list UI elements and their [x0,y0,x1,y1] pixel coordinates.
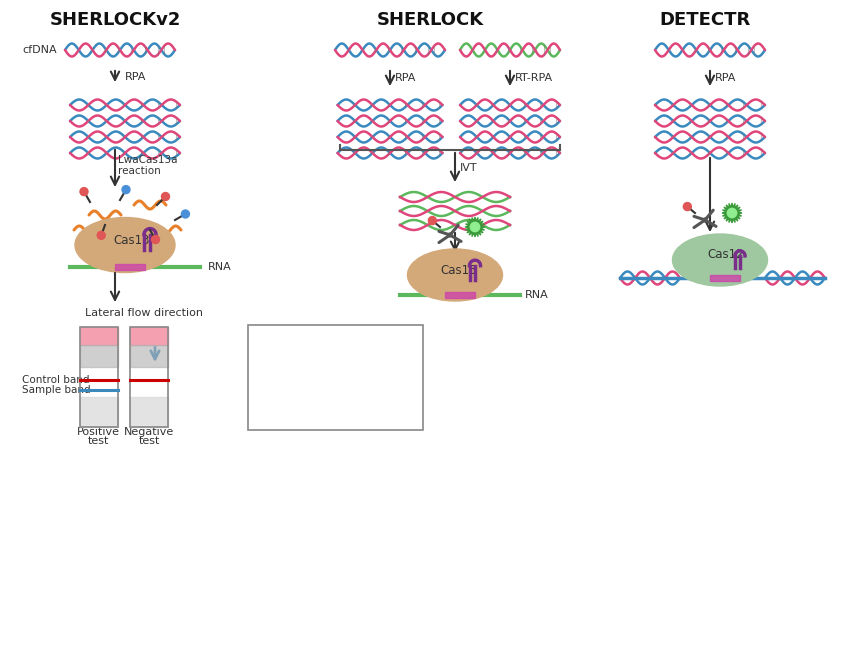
Polygon shape [465,217,485,237]
Bar [710,275,740,281]
Text: RPA: RPA [125,72,147,82]
Text: Lateral flow direction: Lateral flow direction [85,308,203,318]
Ellipse shape [408,249,503,301]
Bar [80,327,118,345]
Circle shape [683,203,692,210]
Circle shape [389,373,403,387]
Text: Cas13: Cas13 [440,264,476,277]
Text: LwaCas13a: LwaCas13a [118,155,178,165]
Circle shape [161,192,170,201]
Circle shape [397,410,408,421]
Polygon shape [722,203,742,223]
Text: SHERLOCKv2: SHERLOCKv2 [49,11,181,29]
Text: cfDNA: cfDNA [22,45,57,55]
Text: DETECTR: DETECTR [660,11,751,29]
Text: Cas13: Cas13 [113,233,149,246]
Circle shape [152,235,160,244]
Bar [80,397,118,427]
Text: test: test [88,436,109,446]
Text: test: test [138,436,160,446]
Text: reaction: reaction [118,166,160,176]
Bar [130,345,168,367]
Text: RPA: RPA [715,73,736,83]
Text: FAM: FAM [263,373,288,386]
Circle shape [428,217,437,224]
Text: Cas12: Cas12 [707,248,744,261]
Bar [445,292,475,298]
Text: RPA: RPA [395,73,416,83]
Bar [130,397,168,427]
Circle shape [97,232,106,239]
Bar [115,264,145,270]
Text: RT-RPA: RT-RPA [515,73,553,83]
Text: RNA: RNA [525,290,549,300]
Text: Biotin: Biotin [263,344,299,357]
Bar [80,345,118,367]
Ellipse shape [673,234,768,286]
Circle shape [703,218,707,222]
Text: SHERLOCK: SHERLOCK [377,11,484,29]
Circle shape [389,343,403,357]
Circle shape [80,188,88,195]
FancyBboxPatch shape [248,325,423,430]
Text: IVT: IVT [460,163,478,173]
Circle shape [728,208,737,217]
Circle shape [181,210,190,218]
Text: Negative: Negative [124,427,174,437]
Text: Control band: Control band [22,375,89,385]
Polygon shape [391,403,415,427]
Text: Sample band: Sample band [22,385,91,395]
Text: Reporter signal: Reporter signal [263,408,359,421]
Ellipse shape [75,217,175,272]
Bar [130,327,168,345]
Text: Positive: Positive [76,427,119,437]
Circle shape [122,186,130,194]
Circle shape [448,233,452,237]
Circle shape [470,223,480,232]
Text: RNA: RNA [208,262,232,272]
